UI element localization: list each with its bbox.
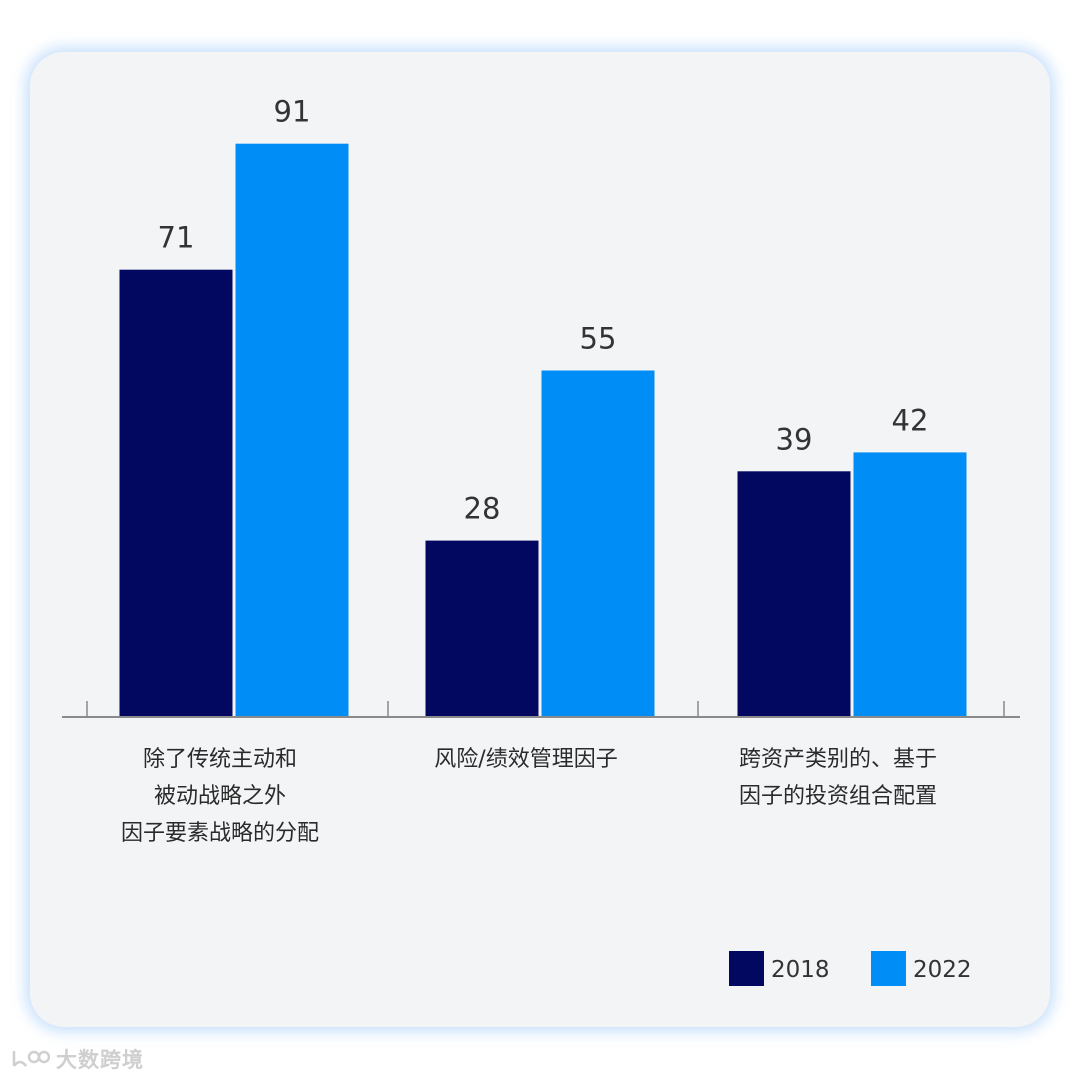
data-label-2022-2: 55: [580, 322, 617, 356]
legend-label-2018: 2018: [771, 957, 830, 983]
category-label-3-line-2: 因子的投资组合配置: [739, 784, 937, 809]
bar-2022-3: [853, 452, 967, 717]
watermark-text: 大数跨境: [56, 1048, 144, 1072]
category-label-2-line-1: 风险/绩效管理因子: [434, 747, 617, 772]
data-label-2018-2: 28: [464, 492, 501, 526]
bar-2018-3: [737, 471, 851, 717]
data-label-2022-3: 42: [892, 403, 929, 437]
category-label-1-line-3: 因子要素战略的分配: [121, 821, 319, 846]
category-label-1-line-2: 被动战略之外: [154, 784, 286, 809]
data-label-2018-1: 71: [158, 221, 195, 255]
bar-2022-2: [541, 370, 655, 717]
watermark: 大数跨境: [10, 1044, 144, 1074]
data-label-2022-1: 91: [274, 95, 311, 129]
bar-2022-1: [235, 143, 349, 717]
category-label-3-line-1: 跨资产类别的、基于: [739, 747, 937, 772]
brand-logo-icon: [12, 1050, 50, 1067]
legend-label-2022: 2022: [913, 957, 972, 983]
legend-swatch-2018: [729, 951, 764, 986]
bar-2018-2: [425, 540, 539, 717]
legend-swatch-2022: [871, 951, 906, 986]
data-label-2018-3: 39: [776, 422, 813, 456]
bar-2018-1: [119, 269, 233, 717]
category-label-1-line-1: 除了传统主动和: [143, 747, 297, 772]
